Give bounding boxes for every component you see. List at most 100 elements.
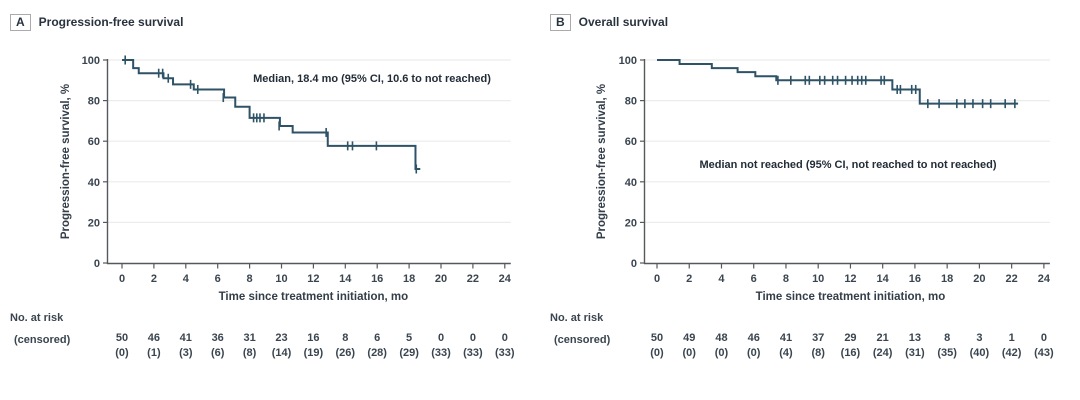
censored-count: (28) (367, 347, 387, 359)
censored-count: (26) (336, 347, 356, 359)
censored-count: (8) (811, 347, 825, 359)
x-tick-label: 14 (877, 273, 890, 285)
at-risk-count: 29 (844, 332, 856, 344)
censored-count: (16) (841, 347, 861, 359)
censored-count: (33) (463, 347, 483, 359)
censored-count: (40) (970, 347, 990, 359)
censored-count: (31) (905, 347, 925, 359)
at-risk-count: 16 (307, 332, 319, 344)
y-tick-label: 60 (88, 136, 100, 148)
at-risk-count: 0 (438, 332, 444, 344)
at-risk-count: 8 (342, 332, 348, 344)
y-tick-label: 60 (625, 136, 637, 148)
x-tick-label: 10 (812, 273, 824, 285)
y-tick-label: 0 (94, 258, 100, 270)
at-risk-count: 50 (116, 332, 128, 344)
censored-count: (43) (1034, 347, 1054, 359)
censored-count: (14) (272, 347, 292, 359)
y-tick-label: 0 (631, 258, 637, 270)
censored-count: (0) (715, 347, 729, 359)
censored-count: (8) (243, 347, 257, 359)
panel-overall-survival: B Overall survival 0 20 40 60 80 100 0 2 4 6 8 10 12… (540, 0, 1080, 400)
x-tick-label: 16 (909, 273, 921, 285)
x-axis-title: Time since treatment initiation, mo (219, 291, 409, 303)
censored-count: (3) (179, 347, 193, 359)
x-tick-label: 20 (973, 273, 985, 285)
x-tick-label: 4 (183, 273, 190, 285)
x-tick-label: 16 (371, 273, 383, 285)
km-curve (122, 59, 421, 171)
censored-count: (35) (937, 347, 957, 359)
at-risk-count: 3 (976, 332, 982, 344)
censored-count: (24) (873, 347, 893, 359)
x-tick-label: 2 (151, 273, 157, 285)
at-risk-count: 46 (148, 332, 160, 344)
y-tick-label: 100 (619, 55, 637, 67)
x-tick-label: 0 (119, 273, 125, 285)
panel-b-letter-badge: B (550, 13, 571, 31)
y-tick-label: 80 (625, 96, 637, 108)
x-axis-title: Time since treatment initiation, mo (756, 291, 946, 303)
x-tick-label: 10 (275, 273, 287, 285)
panel-a-title: Progression-free survival (38, 15, 184, 29)
median-annotation: Median, 18.4 mo (95% CI, 10.6 to not rea… (253, 73, 491, 85)
censored-count: (33) (495, 347, 515, 359)
at-risk-count: 41 (180, 332, 192, 344)
x-tick-label: 22 (1006, 273, 1018, 285)
censored-count: (0) (747, 347, 761, 359)
censored-count: (0) (650, 347, 664, 359)
censored-label: (censored) (554, 334, 611, 346)
censored-count: (4) (779, 347, 793, 359)
x-tick-label: 18 (941, 273, 953, 285)
at-risk-count: 6 (374, 332, 380, 344)
at-risk-count: 21 (877, 332, 889, 344)
x-tick-label: 20 (435, 273, 447, 285)
y-tick-label: 100 (82, 55, 100, 67)
censored-count: (0) (115, 347, 129, 359)
censored-count: (0) (683, 347, 697, 359)
x-tick-label: 24 (499, 273, 512, 285)
at-risk-label: No. at risk (550, 312, 604, 324)
y-tick-label: 40 (88, 177, 100, 189)
at-risk-count: 41 (780, 332, 792, 344)
x-tick-label: 14 (339, 273, 352, 285)
x-tick-label: 0 (654, 273, 660, 285)
at-risk-count: 0 (1041, 332, 1047, 344)
censored-label: (censored) (14, 334, 71, 346)
panel-a-header: A Progression-free survival (10, 13, 183, 31)
at-risk-count: 13 (909, 332, 921, 344)
at-risk-count: 36 (212, 332, 224, 344)
x-tick-label: 12 (307, 273, 319, 285)
x-tick-label: 6 (215, 273, 221, 285)
y-tick-label: 40 (625, 177, 637, 189)
censored-count: (29) (399, 347, 419, 359)
panel-b-title: Overall survival (578, 15, 669, 29)
at-risk-count: 0 (502, 332, 508, 344)
panel-b-header: B Overall survival (550, 13, 668, 31)
at-risk-count: 48 (715, 332, 727, 344)
panel-a-letter-badge: A (10, 13, 31, 31)
at-risk-count: 1 (1009, 332, 1015, 344)
x-tick-label: 6 (751, 273, 757, 285)
censored-count: (19) (304, 347, 324, 359)
censored-count: (33) (431, 347, 451, 359)
x-tick-label: 2 (686, 273, 692, 285)
at-risk-label: No. at risk (10, 312, 64, 324)
censored-count: (1) (147, 347, 161, 359)
x-tick-label: 8 (247, 273, 253, 285)
x-tick-label: 24 (1038, 273, 1051, 285)
x-tick-label: 12 (844, 273, 856, 285)
at-risk-count: 31 (243, 332, 255, 344)
at-risk-count: 23 (275, 332, 287, 344)
panel-progression-free-survival: A Progression-free survival 0 20 40 60 80 100… (10, 13, 515, 359)
at-risk-count: 46 (748, 332, 760, 344)
x-tick-label: 8 (783, 273, 789, 285)
median-annotation: Median not reached (95% CI, not reached … (699, 159, 996, 171)
at-risk-count: 8 (944, 332, 950, 344)
x-tick-label: 18 (403, 273, 415, 285)
x-tick-label: 22 (467, 273, 479, 285)
km-curve (657, 59, 1019, 105)
y-tick-label: 20 (88, 217, 100, 229)
